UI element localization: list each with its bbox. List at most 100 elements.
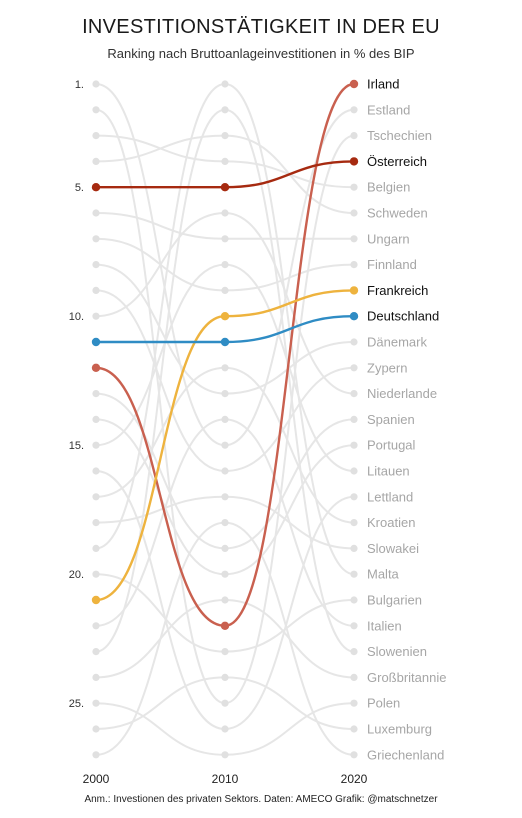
background-point — [221, 699, 229, 707]
background-point — [221, 493, 229, 501]
country-labels: Irland Estland Tschechien Österreich Belgien… — [367, 77, 446, 763]
background-point — [92, 493, 100, 501]
background-point — [92, 415, 100, 423]
background-point — [221, 157, 229, 165]
country-label: Großbritannie — [367, 670, 446, 685]
background-point — [221, 519, 229, 527]
background-point — [92, 467, 100, 475]
background-point — [92, 312, 100, 320]
country-label: Ungarn — [367, 231, 410, 246]
series-point-frankreich — [349, 286, 359, 295]
background-point — [350, 570, 358, 578]
country-label: Österreich — [367, 154, 427, 169]
background-point — [350, 648, 358, 656]
country-label: Polen — [367, 696, 400, 711]
background-point — [350, 132, 358, 140]
series-point-oesterreich — [220, 183, 230, 192]
background-point — [350, 106, 358, 114]
background-point — [350, 725, 358, 733]
rank-tick-label: 1. — [75, 79, 84, 91]
background-point — [350, 673, 358, 682]
background-point — [350, 441, 358, 449]
country-label: Estland — [367, 102, 410, 117]
background-dots — [92, 80, 358, 759]
background-point — [350, 338, 358, 346]
background-point — [350, 261, 358, 269]
background-point — [350, 544, 358, 553]
series-point-frankreich — [91, 595, 101, 605]
series-point-oesterreich — [91, 183, 101, 192]
background-point — [92, 673, 100, 682]
background-point — [350, 467, 358, 475]
year-tick-label: 2010 — [212, 772, 239, 786]
background-point — [221, 725, 229, 733]
background-point — [221, 132, 229, 140]
background-point — [221, 415, 229, 423]
country-label: Slowakei — [367, 541, 419, 556]
background-point — [350, 364, 358, 372]
background-point — [92, 390, 100, 398]
background-point — [221, 467, 229, 475]
background-point — [350, 751, 358, 759]
series-point-irland — [220, 621, 230, 630]
country-label: Niederlande — [367, 386, 437, 401]
series-line-frankreich — [95, 289, 355, 602]
background-point — [221, 570, 229, 578]
series-point-frankreich — [220, 312, 230, 321]
rank-tick-label: 25. — [69, 698, 84, 710]
background-point — [221, 673, 229, 682]
background-point — [221, 390, 229, 398]
country-label: Deutschland — [367, 309, 439, 324]
background-point — [350, 390, 358, 398]
year-axis: 2000 2010 2020 — [83, 772, 368, 786]
background-point — [92, 80, 100, 88]
background-point — [221, 596, 229, 604]
background-point — [92, 132, 100, 140]
background-series-line — [95, 598, 355, 679]
background-point — [221, 286, 229, 294]
country-label: Griechenland — [367, 747, 444, 762]
highlight-lines — [95, 82, 355, 628]
background-point — [221, 364, 229, 372]
background-point — [92, 441, 100, 449]
background-point — [92, 157, 100, 165]
background-series-line — [95, 263, 355, 395]
background-point — [350, 415, 358, 423]
rank-tick-label: 10. — [69, 311, 84, 323]
background-point — [221, 209, 229, 217]
background-series-line — [95, 573, 355, 653]
background-point — [221, 261, 229, 269]
footnote: Anm.: Investionen des privaten Sektors. … — [84, 794, 438, 805]
background-point — [221, 235, 229, 243]
background-point — [92, 235, 100, 243]
country-label: Frankreich — [367, 283, 428, 298]
background-point — [92, 725, 100, 733]
series-point-oesterreich — [349, 157, 359, 166]
background-point — [350, 596, 358, 604]
rank-tick-label: 5. — [75, 182, 84, 194]
background-point — [350, 209, 358, 217]
highlight-dots — [91, 79, 359, 630]
background-point — [221, 544, 229, 553]
background-point — [221, 106, 229, 114]
year-tick-label: 2020 — [341, 772, 368, 786]
background-point — [350, 699, 358, 707]
series-point-irland — [349, 79, 359, 89]
background-point — [92, 519, 100, 527]
country-label: Schweden — [367, 206, 428, 221]
background-point — [92, 106, 100, 114]
country-label: Malta — [367, 567, 400, 582]
background-point — [92, 209, 100, 217]
year-tick-label: 2000 — [83, 772, 110, 786]
country-label: Italien — [367, 618, 402, 633]
chart-subtitle: Ranking nach Bruttoanlageinvestitionen i… — [107, 46, 415, 61]
background-point — [92, 570, 100, 578]
background-point — [350, 235, 358, 243]
rank-axis: 1. 5. 10. 15. 20. 25. — [69, 79, 84, 710]
background-point — [92, 699, 100, 707]
series-point-deutschland — [349, 312, 359, 321]
rank-tick-label: 20. — [69, 569, 84, 581]
background-point — [350, 519, 358, 527]
country-label: Lettland — [367, 489, 413, 504]
background-point — [221, 441, 229, 449]
